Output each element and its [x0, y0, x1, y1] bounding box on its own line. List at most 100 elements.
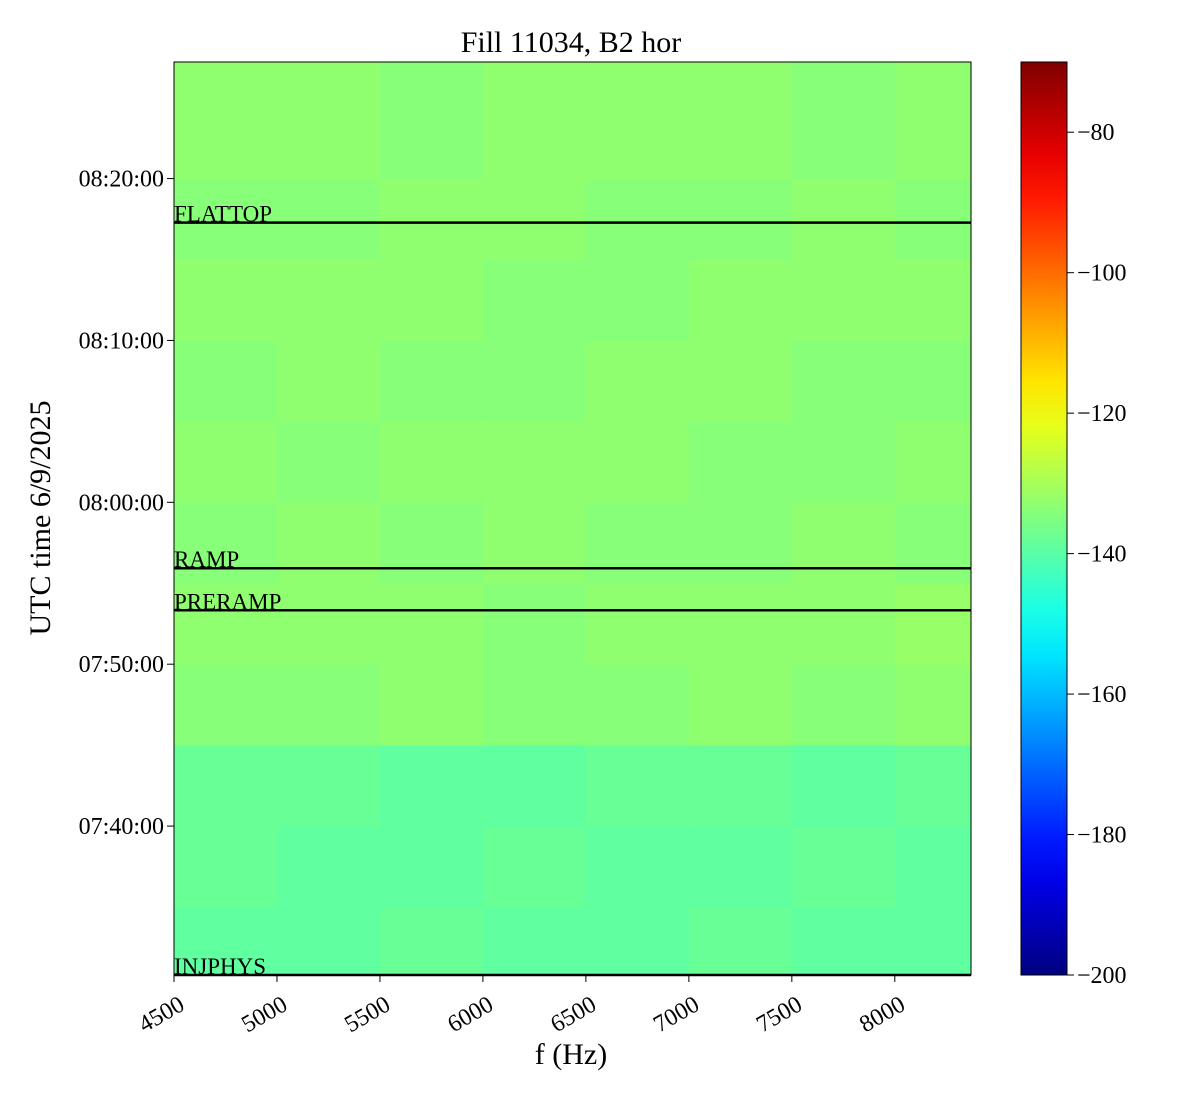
colorbar [1020, 61, 1068, 976]
heatmap-cell [894, 907, 972, 976]
heatmap-cell [791, 745, 896, 827]
heatmap-cell [894, 664, 972, 746]
heatmap-cell [276, 664, 381, 746]
colorbar-tick-label: −160 [1077, 682, 1127, 708]
heatmap-cell [585, 907, 690, 976]
heatmap-cell [894, 502, 972, 584]
heatmap-cell [174, 583, 278, 665]
heatmap-cell [174, 62, 278, 180]
plot-frame [173, 61, 972, 976]
heatmap-cell [482, 826, 587, 908]
heatmap-cell [482, 502, 587, 584]
heatmap-cell [174, 907, 278, 976]
heatmap-cell [379, 421, 484, 503]
heatmap-cell [791, 340, 896, 422]
heatmap-cell [894, 259, 972, 341]
heatmap-cell [379, 907, 484, 976]
y-tick-label: 08:10:00 [79, 328, 164, 354]
heatmap-cell [276, 340, 381, 422]
heatmap-cell [482, 421, 587, 503]
heatmap-cell [894, 62, 972, 180]
heatmap-cell [688, 502, 793, 584]
y-tick-label: 07:50:00 [79, 652, 164, 678]
heatmap-cell [276, 259, 381, 341]
x-tick-label: 6000 [443, 992, 498, 1039]
heatmap-cell [585, 259, 690, 341]
x-tick-label: 5500 [340, 992, 395, 1039]
heatmap-cell [276, 502, 381, 584]
colorbar-tick-label: −180 [1077, 823, 1127, 849]
heatmap-cell [174, 664, 278, 746]
heatmap-cell [276, 421, 381, 503]
heatmap-cell [894, 583, 972, 665]
heatmap-cell [688, 421, 793, 503]
heatmap-cell [482, 62, 587, 180]
x-tick-label: 4500 [134, 992, 189, 1039]
x-tick-label: 6500 [546, 992, 601, 1039]
heatmap-cell [688, 178, 793, 260]
heatmap-cell [791, 178, 896, 260]
heatmap-cell [894, 826, 972, 908]
heatmap-cell [276, 62, 381, 180]
heatmap-cell [585, 502, 690, 584]
heatmap-cell [894, 745, 972, 827]
y-tick-label: 08:20:00 [79, 167, 164, 193]
x-tick-label: 5000 [237, 992, 292, 1039]
heatmap-cell [688, 907, 793, 976]
heatmap-cell [688, 583, 793, 665]
colorbar-tick-label: −120 [1077, 401, 1127, 427]
heatmap-cell [894, 421, 972, 503]
heatmap-cell [585, 664, 690, 746]
y-axis-label: UTC time 6/9/2025 [24, 401, 57, 636]
heatmap-cell [482, 745, 587, 827]
heatmap-cell [791, 62, 896, 180]
heatmap-cell [482, 259, 587, 341]
heatmap-cell [379, 340, 484, 422]
heatmap-cell [791, 664, 896, 746]
heatmap-cell [585, 178, 690, 260]
colorbar-tick-label: −200 [1077, 963, 1127, 989]
heatmap-cell [791, 907, 896, 976]
heatmap-cell [276, 745, 381, 827]
colorbar-tick-label: −80 [1077, 120, 1115, 146]
heatmap-cell [482, 907, 587, 976]
heatmap-cell [688, 745, 793, 827]
phase-label: PRERAMP [174, 589, 281, 614]
y-tick-label: 07:40:00 [79, 814, 164, 840]
heatmap-cell [379, 826, 484, 908]
heatmap-cell [894, 178, 972, 260]
heatmap-cell [379, 178, 484, 260]
heatmap-cell [174, 178, 278, 260]
heatmap-cell [585, 583, 690, 665]
heatmap-cell [791, 259, 896, 341]
heatmap-cell [276, 826, 381, 908]
heatmap-cell [174, 745, 278, 827]
heatmap-cell [482, 178, 587, 260]
x-tick-label: 7500 [752, 992, 807, 1039]
colorbar-tick-label: −140 [1077, 542, 1127, 568]
heatmap-cell [276, 178, 381, 260]
heatmap-cell [585, 421, 690, 503]
heatmap-cell [688, 664, 793, 746]
heatmap-cell [688, 826, 793, 908]
heatmap-cell [688, 340, 793, 422]
heatmap-cell [688, 62, 793, 180]
x-tick-label: 7000 [649, 992, 704, 1039]
heatmap-cell [379, 664, 484, 746]
heatmap-cell [482, 664, 587, 746]
heatmap-cell [379, 259, 484, 341]
heatmap-cell [174, 502, 278, 584]
x-tick-label: 8000 [855, 992, 910, 1039]
heatmap-cell [174, 421, 278, 503]
heatmap-cell [585, 340, 690, 422]
heatmap-cell [379, 502, 484, 584]
heatmap-cell [174, 259, 278, 341]
heatmap-cell [791, 502, 896, 584]
chart-title: Fill 11034, B2 hor [461, 26, 682, 59]
heatmap-cell [688, 259, 793, 341]
x-axis-label: f (Hz) [535, 1038, 607, 1071]
heatmap-cell [482, 340, 587, 422]
heatmap-cell [379, 583, 484, 665]
phase-label: FLATTOP [174, 202, 272, 227]
